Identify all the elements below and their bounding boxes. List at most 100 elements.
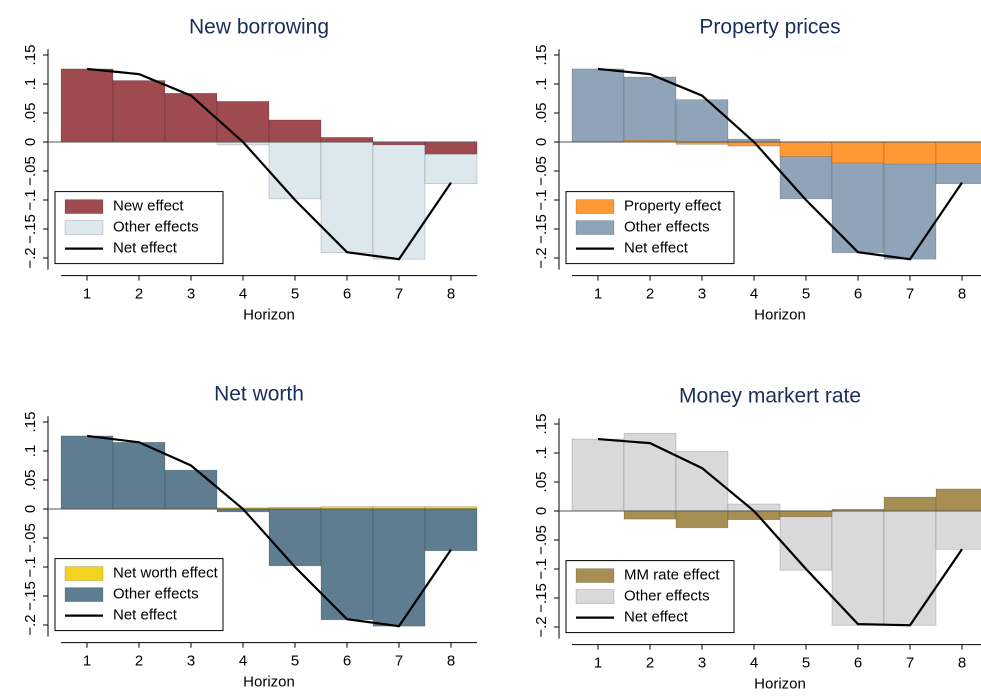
legend-label: Other effects (113, 219, 199, 236)
y-tick-label: .1 (22, 445, 39, 458)
bar (883, 496, 937, 512)
bar (779, 510, 833, 518)
legend-label: Property effect (624, 198, 722, 215)
bar (935, 510, 981, 550)
y-tick-label: .15 (533, 414, 550, 435)
x-axis-label: Horizon (754, 676, 806, 693)
y-tick-label: 0 (533, 138, 550, 146)
y-tick-label: −.05 (533, 156, 550, 186)
x-tick-label: 1 (594, 655, 602, 672)
legend-label: Net effect (624, 240, 689, 257)
bar (675, 99, 729, 143)
x-axis-label: Horizon (754, 307, 806, 324)
bar (831, 510, 885, 626)
chart-title: New borrowing (189, 16, 329, 39)
y-tick-label: .1 (22, 78, 39, 91)
legend-swatch (575, 568, 615, 583)
x-tick-label: 2 (646, 655, 654, 672)
x-tick-label: 4 (750, 655, 758, 672)
x-tick-label: 2 (135, 653, 143, 670)
legend-swatch (575, 199, 615, 214)
x-tick-label: 1 (594, 286, 602, 303)
x-tick-label: 8 (447, 286, 455, 303)
legend-swatch (575, 220, 615, 235)
legend-swatch (64, 199, 104, 214)
bar (164, 469, 218, 510)
x-tick-label: 6 (343, 653, 351, 670)
y-tick-label: −.15 (22, 581, 39, 611)
y-tick-label: −.05 (22, 156, 39, 186)
y-tick-label: −.15 (533, 214, 550, 244)
y-tick-label: .15 (22, 412, 39, 433)
x-tick-label: 4 (239, 286, 247, 303)
y-tick-label: .05 (22, 470, 39, 491)
bar (60, 435, 114, 510)
bar (675, 510, 729, 529)
y-tick-label: .05 (533, 103, 550, 124)
bar (424, 508, 478, 552)
x-tick-label: 7 (906, 286, 914, 303)
bar (320, 137, 374, 143)
x-tick-label: 5 (802, 286, 810, 303)
bar (424, 141, 478, 155)
x-axis-label: Horizon (243, 307, 295, 324)
bar (112, 80, 166, 143)
x-tick-label: 4 (239, 653, 247, 670)
bar (883, 141, 937, 165)
y-tick-label: −.1 (22, 556, 39, 577)
bar (935, 488, 981, 512)
x-tick-label: 7 (906, 655, 914, 672)
y-tick-label: .05 (22, 103, 39, 124)
y-tick-label: −.2 (533, 247, 550, 268)
bar (571, 438, 625, 512)
x-tick-label: 4 (750, 286, 758, 303)
y-tick-label: −.2 (533, 616, 550, 637)
bar (112, 441, 166, 510)
chart-title: Property prices (699, 16, 840, 39)
y-tick-label: .15 (533, 45, 550, 66)
bar (779, 510, 833, 571)
bar (883, 510, 937, 626)
panel: New borrowing −.2 −.15 −.1 −.05 0 .05 .1 .15 1 2 3 4… (22, 16, 478, 324)
bar (831, 141, 885, 164)
bar (268, 508, 322, 567)
legend-label: New effect (113, 198, 184, 215)
y-tick-label: −.2 (22, 614, 39, 635)
legend-swatch (575, 589, 615, 604)
net-line (597, 437, 963, 627)
bar (60, 68, 114, 143)
bar (320, 141, 374, 254)
x-tick-label: 6 (854, 655, 862, 672)
panel: Property prices −.2 −.15 −.1 −.05 0 .05 .1 .15 1 2… (533, 16, 981, 324)
bar (779, 141, 833, 157)
x-tick-label: 8 (958, 286, 966, 303)
x-tick-label: 7 (395, 286, 403, 303)
legend-label: Net effect (113, 607, 178, 624)
y-tick-label: −.05 (22, 523, 39, 553)
bar (623, 432, 677, 512)
x-axis-label: Horizon (243, 674, 295, 691)
legend-label: Other effects (624, 588, 710, 605)
x-tick-label: 5 (802, 655, 810, 672)
x-tick-label: 6 (343, 286, 351, 303)
y-tick-label: −.1 (22, 189, 39, 210)
x-tick-label: 3 (698, 655, 706, 672)
net-line (86, 67, 452, 261)
x-tick-label: 5 (291, 286, 299, 303)
x-tick-label: 2 (646, 286, 654, 303)
x-tick-label: 3 (698, 286, 706, 303)
x-tick-label: 8 (958, 655, 966, 672)
bar (268, 141, 322, 200)
bar (623, 76, 677, 143)
bar (571, 68, 625, 143)
y-tick-label: −.2 (22, 247, 39, 268)
y-tick-label: −.15 (533, 583, 550, 613)
bar (268, 119, 322, 143)
x-tick-label: 8 (447, 653, 455, 670)
x-tick-label: 2 (135, 286, 143, 303)
y-tick-label: .1 (533, 447, 550, 460)
legend-swatch (64, 587, 104, 602)
x-tick-label: 1 (83, 286, 91, 303)
legend-label: Other effects (624, 219, 710, 236)
y-tick-label: .15 (22, 45, 39, 66)
